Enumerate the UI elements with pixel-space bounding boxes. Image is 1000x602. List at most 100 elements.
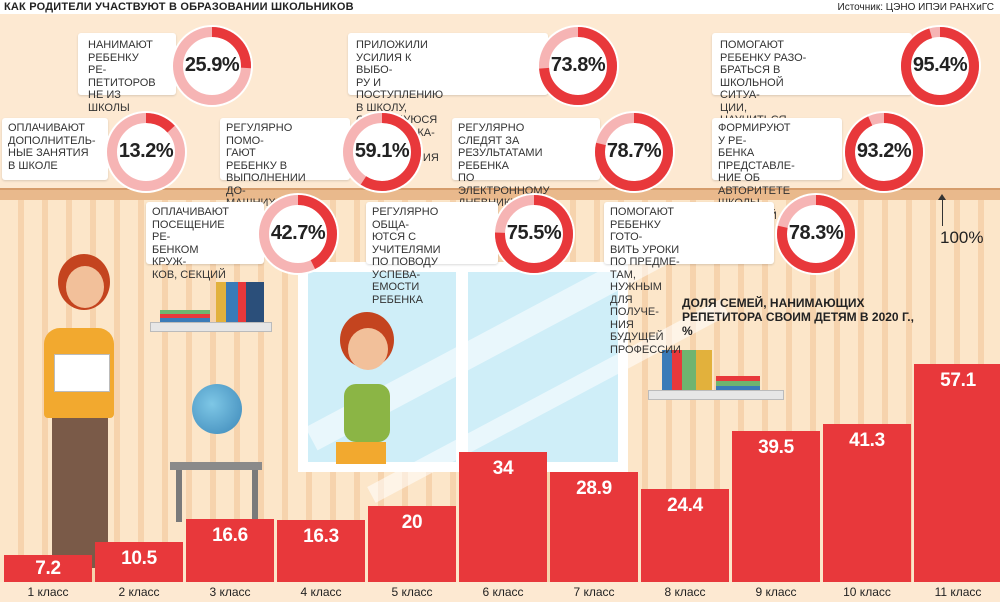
bar-value-label: 28.9 bbox=[576, 478, 612, 499]
stat-label: ОПЛАЧИВАЮТ ПОСЕЩЕНИЕ РЕ- БЕНКОМ КРУЖ- КО… bbox=[152, 206, 229, 281]
category-label: 3 класс bbox=[209, 585, 251, 599]
stat-ring: 78.3% bbox=[774, 192, 858, 276]
stat-ring: 13.2% bbox=[104, 110, 188, 194]
stat-label-box bbox=[2, 118, 108, 180]
stat-ring-bg bbox=[171, 25, 253, 107]
stat-ring-arc bbox=[595, 113, 673, 191]
floor bbox=[0, 582, 1000, 602]
scale-arrow-line bbox=[942, 196, 943, 226]
bar-value-label: 41.3 bbox=[849, 430, 885, 451]
category-label: 6 класс bbox=[482, 585, 524, 599]
bar bbox=[550, 472, 638, 582]
stat-label-box bbox=[146, 202, 264, 264]
globe-illustration bbox=[192, 384, 242, 434]
stat-label: ФОРМИРУЮТ У РЕ- БЕНКА ПРЕДСТАВЛЕ- НИЕ ОБ… bbox=[718, 122, 795, 222]
stat-label-box bbox=[366, 202, 498, 264]
stat-percent: 78.7% bbox=[606, 140, 662, 162]
stat-ring-arc bbox=[173, 27, 251, 105]
stat-ring-bg bbox=[341, 111, 423, 193]
bar bbox=[277, 520, 365, 582]
scale-label: 100% bbox=[940, 228, 984, 247]
stat-label-box bbox=[78, 33, 176, 95]
bar-value-label: 39.5 bbox=[758, 437, 794, 458]
bar bbox=[4, 555, 92, 582]
stat-percent: 13.2% bbox=[118, 140, 174, 162]
stat-percent: 25.9% bbox=[184, 54, 240, 76]
stat-label: ПОМОГАЮТ РЕБЕНКУ ГОТО- ВИТЬ УРОКИ ПО ПРЕ… bbox=[610, 206, 681, 356]
category-label: 11 класс bbox=[934, 585, 982, 599]
stat-percent: 95.4% bbox=[912, 54, 968, 76]
stat-percent: 78.3% bbox=[788, 222, 844, 244]
stat-ring: 93.2% bbox=[842, 110, 926, 194]
page-title: КАК РОДИТЕЛИ УЧАСТВУЮТ В ОБРАЗОВАНИИ ШКО… bbox=[4, 1, 354, 13]
left-shelf bbox=[150, 322, 272, 332]
category-label: 5 класс bbox=[391, 585, 433, 599]
stat-label-box bbox=[604, 202, 774, 264]
category-label: 10 класс bbox=[843, 585, 891, 599]
desk-leg bbox=[176, 470, 182, 522]
right-shelf-books bbox=[662, 350, 712, 390]
stat-label: НАНИМАЮТ РЕБЕНКУ РЕ- ПЕТИТОРОВ НЕ ИЗ ШКО… bbox=[88, 39, 156, 114]
stat-ring: 42.7% bbox=[256, 192, 340, 276]
bar bbox=[95, 542, 183, 582]
wall-rail bbox=[0, 188, 1000, 200]
stat-percent: 75.5% bbox=[506, 222, 562, 244]
source-note: Источник: ЦЭНО ИПЭИ РАНХиГС bbox=[837, 2, 994, 13]
category-label: 2 класс bbox=[118, 585, 160, 599]
bar-value-label: 24.4 bbox=[667, 495, 703, 516]
stat-ring-bg bbox=[493, 193, 575, 275]
stat-ring-bg bbox=[537, 25, 619, 107]
bar-value-label: 34 bbox=[492, 458, 514, 479]
stat-ring-arc bbox=[539, 27, 617, 105]
stat-ring: 25.9% bbox=[170, 24, 254, 108]
category-label: 8 класс bbox=[664, 585, 706, 599]
stat-ring-arc bbox=[777, 195, 855, 273]
stat-percent: 93.2% bbox=[856, 140, 912, 162]
scale-arrow-icon bbox=[938, 194, 946, 200]
chart-title: ДОЛЯ СЕМЕЙ, НАНИМАЮЩИХ РЕПЕТИТОРА СВОИМ … bbox=[682, 296, 914, 338]
stat-ring-arc bbox=[845, 113, 923, 191]
stat-ring: 73.8% bbox=[536, 24, 620, 108]
left-shelf-stack bbox=[160, 310, 210, 322]
stat-ring: 75.5% bbox=[492, 192, 576, 276]
stat-ring-bg bbox=[105, 111, 187, 193]
stat-label-box bbox=[452, 118, 600, 180]
boy-illustration bbox=[330, 312, 400, 492]
desk-leg bbox=[252, 470, 258, 522]
bar-value-label: 57.1 bbox=[940, 370, 976, 391]
stat-ring-arc bbox=[107, 113, 185, 191]
stat-label: ОПЛАЧИВАЮТ ДОПОЛНИТЕЛЬ- НЫЕ ЗАНЯТИЯ В ШК… bbox=[8, 122, 96, 172]
stat-ring: 78.7% bbox=[592, 110, 676, 194]
bar-value-label: 16.3 bbox=[303, 526, 339, 547]
stat-percent: 42.7% bbox=[270, 222, 326, 244]
bar bbox=[368, 506, 456, 582]
right-shelf bbox=[648, 390, 784, 400]
bar bbox=[732, 431, 820, 582]
stat-ring-arc bbox=[343, 113, 421, 191]
header-band bbox=[0, 0, 1000, 14]
bar-value-label: 7.2 bbox=[35, 558, 61, 579]
category-label: 7 класс bbox=[573, 585, 615, 599]
bar bbox=[459, 452, 547, 582]
stat-ring-arc bbox=[495, 195, 573, 273]
bar bbox=[823, 424, 911, 582]
category-label: 1 класс bbox=[27, 585, 69, 599]
stat-ring-bg bbox=[257, 193, 339, 275]
left-shelf-books bbox=[216, 282, 264, 322]
stat-label-box bbox=[712, 118, 842, 180]
stat-label-box bbox=[348, 33, 548, 95]
bar-value-label: 10.5 bbox=[121, 548, 157, 569]
stat-ring-arc bbox=[901, 27, 979, 105]
category-label: 4 класс bbox=[300, 585, 342, 599]
bar-value-label: 20 bbox=[401, 512, 423, 533]
stat-ring: 95.4% bbox=[898, 24, 982, 108]
stat-ring: 59.1% bbox=[340, 110, 424, 194]
stat-label-box bbox=[220, 118, 350, 180]
stat-percent: 73.8% bbox=[550, 54, 606, 76]
stat-ring-bg bbox=[775, 193, 857, 275]
stat-ring-bg bbox=[899, 25, 981, 107]
stat-percent: 59.1% bbox=[354, 140, 410, 162]
category-label: 9 класс bbox=[755, 585, 797, 599]
bar-value-label: 16.6 bbox=[212, 525, 248, 546]
stat-ring-bg bbox=[593, 111, 675, 193]
